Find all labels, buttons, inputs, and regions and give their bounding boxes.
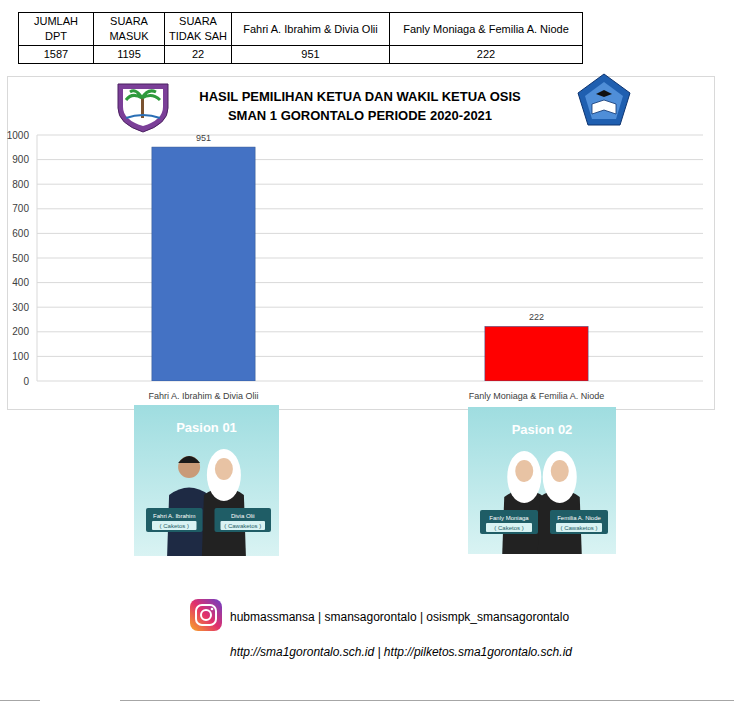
figure-face bbox=[551, 460, 569, 482]
y-tick-label: 700 bbox=[12, 203, 29, 214]
icon-dot bbox=[211, 608, 214, 611]
y-tick-label: 1000 bbox=[7, 130, 30, 141]
grid-line bbox=[37, 135, 703, 136]
table-body: JUMLAH DPTSUARA MASUKSUARA TIDAK SAHFahr… bbox=[19, 13, 583, 64]
icon-lens bbox=[201, 610, 211, 620]
grid-line bbox=[37, 184, 703, 185]
logo-leaves bbox=[126, 91, 160, 100]
panel-bg bbox=[468, 407, 616, 554]
icon-frame bbox=[196, 605, 216, 625]
y-axis: 0 100 200 300 400 500 600 700 800 900 1000 bbox=[7, 130, 703, 387]
figure-hijab bbox=[543, 451, 577, 503]
chart-title: HASIL PEMILIHAN KETUA DAN WAKIL KETUA OS… bbox=[199, 89, 521, 104]
header-cell: SUARA TIDAK SAH bbox=[165, 13, 232, 46]
logo-right bbox=[578, 74, 630, 125]
grid-line bbox=[37, 356, 703, 357]
role-tag bbox=[221, 521, 266, 530]
chart-frame bbox=[8, 77, 715, 410]
page: HASIL PEMILIHAN KETUA DAN WAKIL KETUA OS… bbox=[0, 0, 734, 702]
bars bbox=[152, 147, 588, 381]
figure-hijab bbox=[507, 451, 541, 503]
y-tick-label: 900 bbox=[12, 154, 29, 165]
y-axis-line bbox=[37, 135, 38, 381]
bottom-rule bbox=[120, 700, 734, 701]
logo-inner bbox=[123, 89, 163, 126]
member-role: ( Cawaketos ) bbox=[224, 523, 261, 529]
member-name: Fahri A. Ibrahim bbox=[153, 513, 195, 519]
value-row: 1587119522951222 bbox=[19, 46, 583, 64]
y-tick-label: 400 bbox=[12, 277, 29, 288]
labels: 951 Fahri A. Ibrahim & Divia Olii 222 Fanly… bbox=[148, 133, 604, 401]
role-tag bbox=[152, 521, 197, 530]
y-tick-label: 600 bbox=[12, 228, 29, 239]
y-tick-label: 200 bbox=[12, 326, 29, 337]
name-tag bbox=[215, 508, 272, 532]
member-name: Divia Olii bbox=[231, 513, 255, 519]
logo-left bbox=[118, 84, 168, 132]
value-cell: 222 bbox=[390, 46, 583, 64]
candidate-panel: Pasion 02 Fanly Moniaga ( Caketos ) Femilia… bbox=[468, 407, 616, 554]
grid-line bbox=[37, 233, 703, 234]
figure-face bbox=[215, 458, 233, 480]
grid-line bbox=[37, 159, 703, 160]
y-tick-label: 0 bbox=[23, 376, 29, 387]
panel-label: Pasion 01 bbox=[176, 420, 237, 435]
grid-line bbox=[37, 282, 703, 283]
logo-cap bbox=[596, 90, 612, 97]
figure-face bbox=[515, 460, 533, 482]
grid-line bbox=[37, 307, 703, 308]
role-tag bbox=[556, 523, 602, 532]
name-tag bbox=[550, 510, 608, 534]
header-cell: Fanly Moniaga & Femilia A. Niode bbox=[390, 13, 583, 46]
y-tick-label: 500 bbox=[12, 253, 29, 264]
site-links: http://sma1gorontalo.sch.id | http://pil… bbox=[230, 645, 572, 659]
name-tag bbox=[146, 508, 203, 532]
data-label: 222 bbox=[529, 312, 544, 322]
logo-pentagon bbox=[578, 74, 630, 125]
member-role: ( Caketos ) bbox=[494, 525, 523, 531]
candidate-panel: Pasion 01 Fahri A. Ibrahim ( Caketos ) Divi… bbox=[134, 405, 279, 556]
x-tick-label: Fanly Moniaga & Femilia A. Niode bbox=[469, 391, 605, 401]
header-cell: SUARA MASUK bbox=[94, 13, 165, 46]
icon-bg bbox=[190, 599, 222, 631]
header-row: JUMLAH DPTSUARA MASUKSUARA TIDAK SAHFahr… bbox=[19, 13, 583, 46]
bar bbox=[485, 326, 588, 381]
grid-line bbox=[37, 381, 703, 382]
member-name: Fanly Moniaga bbox=[489, 515, 529, 521]
logo-book bbox=[592, 100, 616, 114]
value-cell: 22 bbox=[165, 46, 232, 64]
member-role: ( Caketos ) bbox=[160, 523, 189, 529]
grid-line bbox=[37, 208, 703, 209]
value-cell: 1195 bbox=[94, 46, 165, 64]
x-tick-label: Fahri A. Ibrahim & Divia Olii bbox=[148, 391, 258, 401]
name-tag bbox=[480, 510, 538, 534]
header-cell: JUMLAH DPT bbox=[19, 13, 94, 46]
member-role: ( Cawaketos ) bbox=[560, 525, 597, 531]
figure-face bbox=[178, 456, 200, 478]
value-cell: 951 bbox=[232, 46, 390, 64]
logo-shield bbox=[118, 84, 168, 132]
member-name: Femilia A. Niode bbox=[557, 515, 601, 521]
chart-subtitle: SMAN 1 GORONTALO PERIODE 2020-2021 bbox=[228, 108, 492, 123]
results-table: JUMLAH DPTSUARA MASUKSUARA TIDAK SAHFahr… bbox=[18, 12, 583, 64]
role-tag bbox=[486, 523, 532, 532]
y-tick-label: 300 bbox=[12, 302, 29, 313]
panel-bg bbox=[134, 405, 279, 556]
bar bbox=[152, 147, 255, 381]
figure-hair bbox=[178, 456, 200, 463]
y-tick-label: 800 bbox=[12, 179, 29, 190]
instagram-icon bbox=[190, 599, 222, 631]
y-tick-label: 100 bbox=[12, 351, 29, 362]
header-cell: Fahri A. Ibrahim & Divia Olii bbox=[232, 13, 390, 46]
logo-inner bbox=[585, 82, 623, 119]
logo-wave bbox=[126, 115, 160, 118]
bottom-rule bbox=[0, 700, 40, 701]
social-handles: hubmassmansa | smansagorontalo | osismpk… bbox=[230, 610, 569, 624]
data-label: 951 bbox=[196, 133, 211, 143]
figure-hijab bbox=[207, 449, 241, 501]
panel-label: Pasion 02 bbox=[512, 422, 573, 437]
grid-line bbox=[37, 258, 703, 259]
value-cell: 1587 bbox=[19, 46, 94, 64]
grid-line bbox=[37, 331, 703, 332]
